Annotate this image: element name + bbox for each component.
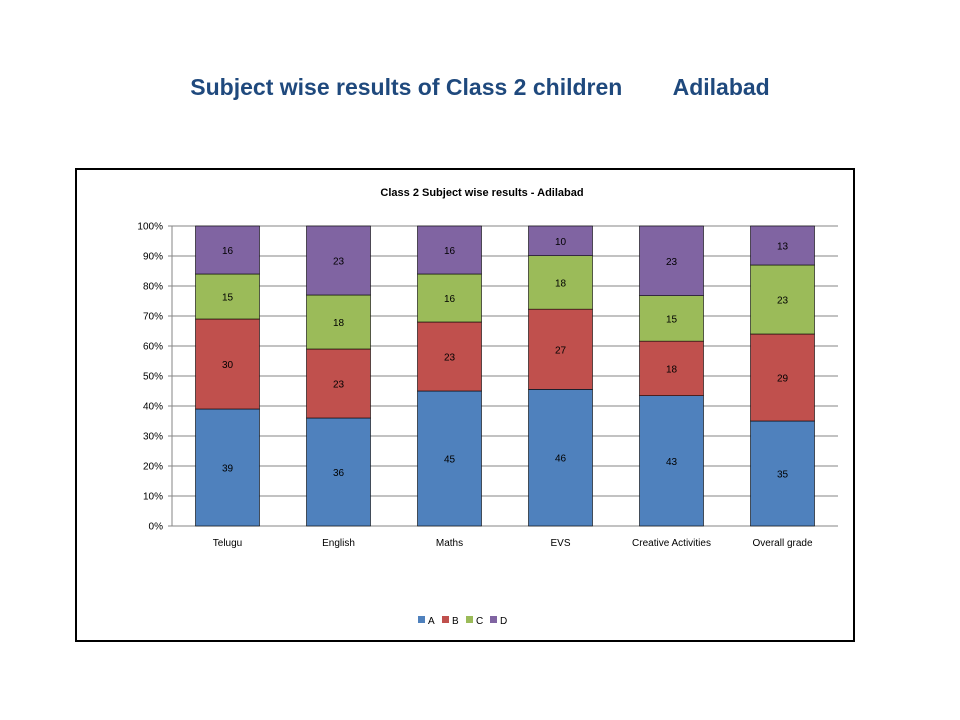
data-label: 18 (666, 364, 678, 375)
y-tick-label: 90% (143, 252, 163, 263)
legend-label: A (428, 616, 435, 627)
bar-segment-a (417, 390, 482, 527)
bar-segment-d (750, 225, 815, 266)
data-label: 35 (777, 470, 789, 481)
y-tick-label: 70% (143, 312, 163, 323)
y-tick-label: 10% (143, 492, 163, 503)
x-tick-label: Overall grade (752, 538, 812, 549)
y-tick-label: 50% (143, 372, 163, 383)
legend-label: D (500, 616, 507, 627)
stacked-bar-chart: Class 2 Subject wise results - Adilabad 0… (137, 187, 838, 627)
data-label: 23 (777, 296, 789, 307)
data-label: 36 (333, 468, 345, 479)
bar-segment-d (195, 225, 260, 275)
data-label: 29 (777, 374, 789, 385)
legend-label: C (476, 616, 483, 627)
bar-segment-a (306, 417, 371, 527)
y-tick-label: 40% (143, 402, 163, 413)
data-label: 18 (555, 278, 567, 289)
bar-segment-d (306, 225, 371, 296)
bar-segment-d (528, 225, 593, 257)
bar-segment-b (195, 318, 260, 410)
x-tick-label: EVS (550, 538, 570, 549)
data-label: 18 (333, 318, 345, 329)
y-tick-label: 100% (137, 222, 163, 233)
bar-segment-a (750, 420, 815, 527)
chart-title: Class 2 Subject wise results - Adilabad (380, 187, 583, 199)
data-label: 30 (222, 360, 234, 371)
y-tick-label: 80% (143, 282, 163, 293)
bar-segment-b (639, 340, 704, 396)
data-label: 23 (333, 380, 345, 391)
bar-segment-d (417, 225, 482, 275)
data-label: 16 (222, 246, 234, 257)
slide-title: Subject wise results of Class 2 children… (190, 74, 770, 100)
data-label: 43 (666, 457, 678, 468)
bar-segment-b (306, 348, 371, 419)
data-label: 15 (666, 314, 678, 325)
y-tick-label: 30% (143, 432, 163, 443)
bar-segment-a (195, 408, 260, 527)
data-label: 27 (555, 345, 567, 356)
bar-segment-a (639, 395, 704, 527)
bar-segment-c (528, 255, 593, 310)
data-label: 46 (555, 454, 567, 465)
bar-segment-b (750, 333, 815, 422)
data-label: 13 (777, 242, 789, 253)
y-tick-label: 60% (143, 342, 163, 353)
data-label: 15 (222, 293, 234, 304)
data-label: 16 (444, 294, 456, 305)
bar-segment-a (528, 389, 593, 527)
bar-segment-c (639, 295, 704, 342)
legend-swatch-d (490, 616, 497, 623)
data-label: 16 (444, 246, 456, 257)
legend-swatch-b (442, 616, 449, 623)
bar-segment-b (417, 321, 482, 392)
x-tick-label: Maths (436, 538, 463, 549)
data-label: 10 (555, 237, 567, 248)
legend-swatch-a (418, 616, 425, 623)
bar-segment-d (639, 225, 704, 296)
legend-label: B (452, 616, 459, 627)
legend-swatch-c (466, 616, 473, 623)
data-label: 39 (222, 464, 234, 475)
x-tick-label: Creative Activities (632, 538, 711, 549)
bar-segment-b (528, 308, 593, 390)
x-tick-label: English (322, 538, 355, 549)
data-label: 45 (444, 455, 456, 466)
bar-segment-c (306, 294, 371, 350)
data-label: 23 (444, 353, 456, 364)
data-label: 23 (666, 257, 678, 268)
x-tick-label: Telugu (213, 538, 242, 549)
y-tick-label: 0% (149, 522, 164, 533)
chart-frame: Class 2 Subject wise results - Adilabad 0… (75, 168, 855, 642)
y-tick-label: 20% (143, 462, 163, 473)
data-label: 23 (333, 257, 345, 268)
